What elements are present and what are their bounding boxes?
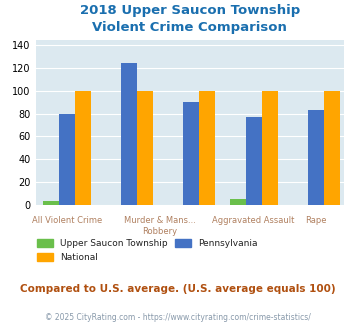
Legend: Upper Saucon Township, National, Pennsylvania: Upper Saucon Township, National, Pennsyl… xyxy=(33,236,261,266)
Text: © 2025 CityRating.com - https://www.cityrating.com/crime-statistics/: © 2025 CityRating.com - https://www.city… xyxy=(45,313,310,322)
Bar xyxy=(308,110,324,205)
Bar xyxy=(262,91,278,205)
Text: Murder & Mans...: Murder & Mans... xyxy=(124,216,196,225)
Bar xyxy=(75,91,91,205)
Bar xyxy=(137,91,153,205)
Text: Compared to U.S. average. (U.S. average equals 100): Compared to U.S. average. (U.S. average … xyxy=(20,284,335,294)
Text: Rape: Rape xyxy=(305,216,327,225)
Text: Robbery: Robbery xyxy=(143,227,178,236)
Bar xyxy=(43,201,59,205)
Bar xyxy=(59,114,75,205)
Text: Aggravated Assault: Aggravated Assault xyxy=(212,216,295,225)
Bar xyxy=(183,102,199,205)
Bar xyxy=(230,199,246,205)
Title: 2018 Upper Saucon Township
Violent Crime Comparison: 2018 Upper Saucon Township Violent Crime… xyxy=(80,4,300,34)
Text: All Violent Crime: All Violent Crime xyxy=(32,216,102,225)
Bar xyxy=(324,91,340,205)
Bar xyxy=(199,91,215,205)
Bar xyxy=(246,117,262,205)
Bar xyxy=(121,63,137,205)
